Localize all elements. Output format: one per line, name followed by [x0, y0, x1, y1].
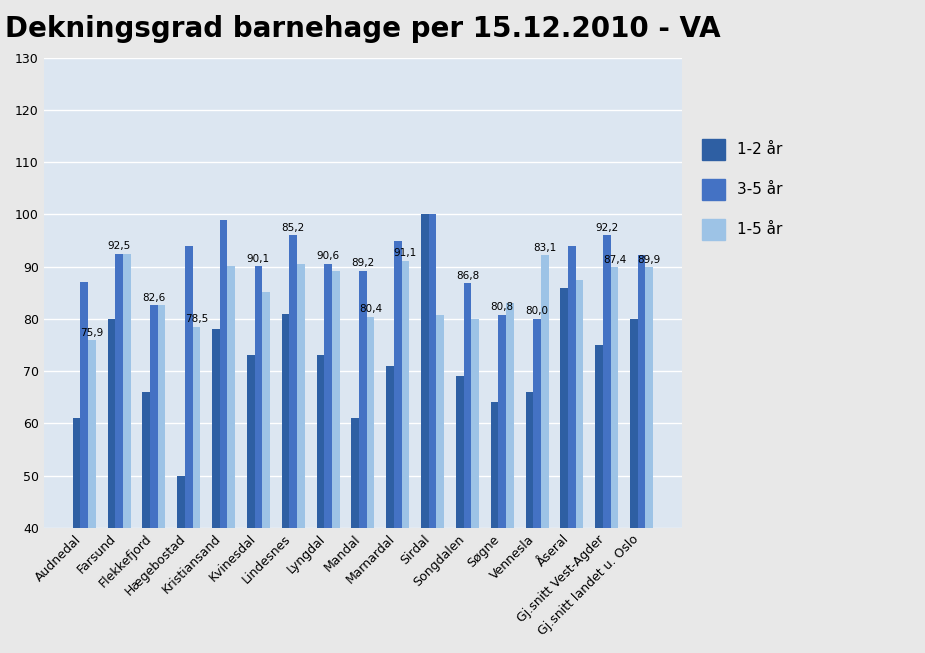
- Bar: [88, 340, 96, 653]
- Text: 83,1: 83,1: [533, 243, 556, 253]
- Bar: [185, 246, 192, 653]
- Text: 87,4: 87,4: [603, 255, 626, 264]
- Bar: [228, 266, 235, 653]
- Text: 80,0: 80,0: [525, 306, 549, 316]
- Bar: [73, 418, 80, 653]
- Bar: [325, 264, 332, 653]
- Bar: [491, 402, 499, 653]
- Bar: [107, 319, 116, 653]
- Text: 92,5: 92,5: [107, 241, 130, 251]
- Bar: [212, 329, 220, 653]
- Bar: [568, 246, 575, 653]
- Bar: [332, 271, 339, 653]
- Bar: [297, 264, 304, 653]
- Bar: [575, 280, 584, 653]
- Bar: [158, 306, 166, 653]
- Text: 89,9: 89,9: [637, 255, 660, 264]
- Bar: [525, 392, 533, 653]
- Text: 89,2: 89,2: [352, 259, 375, 268]
- Bar: [401, 261, 409, 653]
- Bar: [456, 376, 463, 653]
- Bar: [630, 319, 637, 653]
- Bar: [429, 214, 437, 653]
- Bar: [366, 317, 375, 653]
- Text: 86,8: 86,8: [456, 271, 479, 281]
- Bar: [463, 283, 471, 653]
- Bar: [316, 355, 325, 653]
- Bar: [499, 315, 506, 653]
- Bar: [290, 235, 297, 653]
- Text: 91,1: 91,1: [394, 248, 417, 259]
- Bar: [247, 355, 254, 653]
- Bar: [387, 366, 394, 653]
- Bar: [282, 313, 290, 653]
- Text: 80,4: 80,4: [359, 304, 382, 314]
- Bar: [506, 303, 513, 653]
- Text: 82,6: 82,6: [142, 293, 166, 303]
- Bar: [192, 326, 200, 653]
- Text: 78,5: 78,5: [185, 314, 208, 324]
- Title: Dekningsgrad barnehage per 15.12.2010 - VA: Dekningsgrad barnehage per 15.12.2010 - …: [6, 15, 721, 43]
- Bar: [359, 271, 366, 653]
- Bar: [220, 219, 228, 653]
- Legend: 1-2 år, 3-5 år, 1-5 år: 1-2 år, 3-5 år, 1-5 år: [697, 133, 789, 246]
- Text: 90,1: 90,1: [247, 253, 270, 264]
- Bar: [437, 315, 444, 653]
- Bar: [603, 235, 610, 653]
- Bar: [142, 392, 150, 653]
- Bar: [123, 253, 130, 653]
- Bar: [610, 267, 618, 653]
- Bar: [150, 306, 158, 653]
- Bar: [533, 319, 541, 653]
- Bar: [541, 255, 549, 653]
- Bar: [561, 287, 568, 653]
- Text: 80,8: 80,8: [490, 302, 513, 312]
- Bar: [421, 214, 429, 653]
- Bar: [352, 418, 359, 653]
- Bar: [116, 253, 123, 653]
- Text: 85,2: 85,2: [281, 223, 305, 232]
- Bar: [394, 240, 401, 653]
- Bar: [471, 319, 479, 653]
- Bar: [178, 475, 185, 653]
- Bar: [596, 345, 603, 653]
- Bar: [263, 292, 270, 653]
- Text: 90,6: 90,6: [316, 251, 339, 261]
- Bar: [254, 266, 263, 653]
- Text: 92,2: 92,2: [595, 223, 619, 232]
- Bar: [80, 282, 88, 653]
- Bar: [637, 255, 646, 653]
- Text: 75,9: 75,9: [80, 328, 104, 338]
- Bar: [646, 267, 653, 653]
